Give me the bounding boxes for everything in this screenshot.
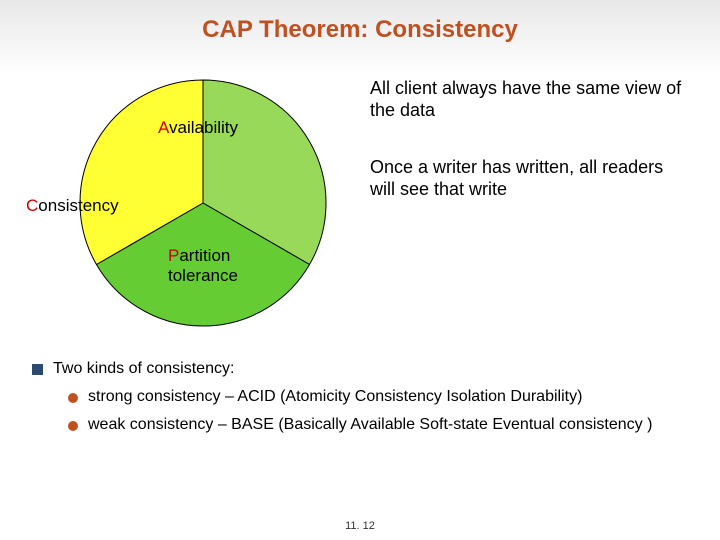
paragraph-1: All client always have the same view of … (370, 78, 692, 121)
bullet-item-1: strong consistency – ACID (Atomicity Con… (68, 388, 696, 406)
bullet-heading-row: Two kinds of consistency: (32, 360, 696, 378)
cap-pie-chart: Availability Partitiontolerance Consiste… (30, 66, 340, 346)
bullet-item-2-text: weak consistency – BASE (Basically Avail… (88, 416, 652, 434)
square-bullet-icon (32, 364, 43, 375)
bullet-item-1-text: strong consistency – ACID (Atomicity Con… (88, 388, 582, 406)
label-first-letter: C (26, 196, 38, 215)
slice-label-consistency: Consistency (26, 196, 119, 216)
circle-bullet-icon (68, 421, 78, 431)
circle-bullet-icon (68, 393, 78, 403)
bullet-heading-text: Two kinds of consistency: (53, 360, 234, 378)
main-row: Availability Partitiontolerance Consiste… (0, 52, 720, 346)
slide-number: 11. 12 (0, 520, 720, 532)
bullet-section: Two kinds of consistency: strong consist… (0, 346, 720, 434)
label-first-letter: A (158, 118, 169, 137)
label-first-letter: P (168, 246, 179, 265)
slice-label-availability: Availability (158, 118, 238, 138)
page-title: CAP Theorem: Consistency (0, 0, 720, 52)
description-column: All client always have the same view of … (340, 66, 720, 346)
paragraph-2: Once a writer has written, all readers w… (370, 157, 692, 200)
bullet-item-2: weak consistency – BASE (Basically Avail… (68, 416, 696, 434)
slice-label-partition: Partitiontolerance (168, 246, 238, 285)
